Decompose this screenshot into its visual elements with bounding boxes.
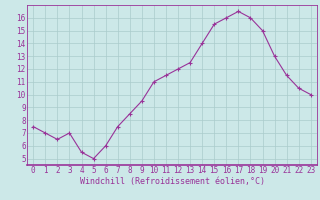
X-axis label: Windchill (Refroidissement éolien,°C): Windchill (Refroidissement éolien,°C) bbox=[79, 177, 265, 186]
